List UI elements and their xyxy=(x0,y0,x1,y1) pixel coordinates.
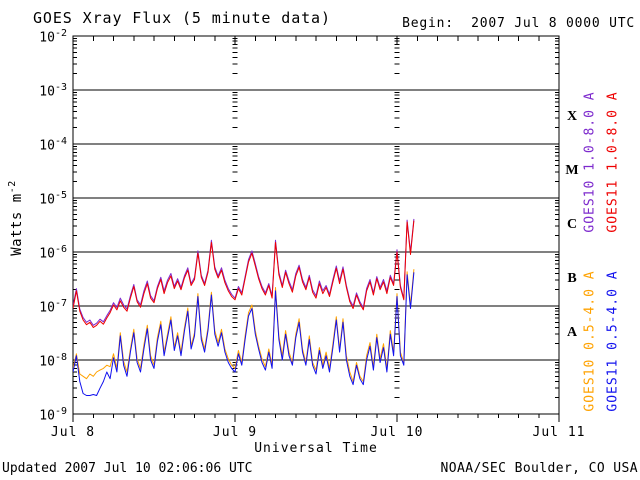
y-tick-label: 10-3 xyxy=(30,81,67,99)
y-tick-exponent: -2 xyxy=(54,28,67,39)
legend-goes11-1-0-8-0-a: GOES11 1.0-8.0 A xyxy=(605,91,621,233)
y-tick-label: 10-6 xyxy=(30,243,67,261)
flare-class-label-x: X xyxy=(566,109,578,124)
axes-group xyxy=(72,35,560,422)
y-tick-label: 10-5 xyxy=(30,189,67,207)
y-tick-base: 10 xyxy=(39,192,55,208)
y-tick-base: 10 xyxy=(39,246,55,262)
flare-class-label-m: M xyxy=(565,163,579,178)
x-tick-label: Jul 10 xyxy=(370,425,424,440)
x-tick-label: Jul 9 xyxy=(212,425,258,440)
y-tick-exponent: -7 xyxy=(54,298,67,309)
legend-goes11-0-5-4-0-a: GOES11 0.5-4.0 A xyxy=(605,270,621,412)
y-tick-label: 10-4 xyxy=(30,135,67,153)
y-tick-exponent: -9 xyxy=(54,406,67,417)
x-tick-label: Jul 8 xyxy=(50,425,96,440)
y-tick-base: 10 xyxy=(39,300,55,316)
flare-class-label-c: C xyxy=(566,217,578,232)
legend-goes10-0-5-4-0-a: GOES10 0.5-4.0 A xyxy=(582,270,598,412)
footer-updated-timestamp: Updated 2007 Jul 10 02:06:06 UTC xyxy=(2,461,253,476)
y-tick-base: 10 xyxy=(39,84,55,100)
flare-class-label-b: B xyxy=(567,271,577,286)
plot-border xyxy=(72,35,560,415)
x-tick-label: Jul 11 xyxy=(532,425,586,440)
y-tick-exponent: -3 xyxy=(54,82,67,93)
begin-time-label: Begin: 2007 Jul 8 0000 UTC xyxy=(402,16,635,31)
footer-source-credit: NOAA/SEC Boulder, CO USA xyxy=(440,461,638,476)
y-tick-label: 10-2 xyxy=(30,27,67,45)
chart-title: GOES Xray Flux (5 minute data) xyxy=(33,9,331,27)
y-tick-base: 10 xyxy=(39,138,55,154)
y-tick-base: 10 xyxy=(39,408,55,424)
x-axis-title: Universal Time xyxy=(254,441,378,456)
series-goes11-0-5-4-0-a xyxy=(73,272,415,396)
flare-class-label-a: A xyxy=(566,325,578,340)
y-tick-base: 10 xyxy=(39,354,55,370)
y-tick-label: 10-9 xyxy=(30,405,67,423)
y-tick-label: 10-7 xyxy=(30,297,67,315)
y-tick-base: 10 xyxy=(39,30,55,46)
y-tick-exponent: -4 xyxy=(54,136,67,147)
series-goes11-1-0-8-0-a xyxy=(73,220,415,328)
y-tick-label: 10-8 xyxy=(30,351,67,369)
y-tick-exponent: -5 xyxy=(54,190,67,201)
legend-goes10-1-0-8-0-a: GOES10 1.0-8.0 A xyxy=(582,91,598,233)
y-tick-exponent: -8 xyxy=(54,352,67,363)
y-tick-exponent: -6 xyxy=(54,244,67,255)
